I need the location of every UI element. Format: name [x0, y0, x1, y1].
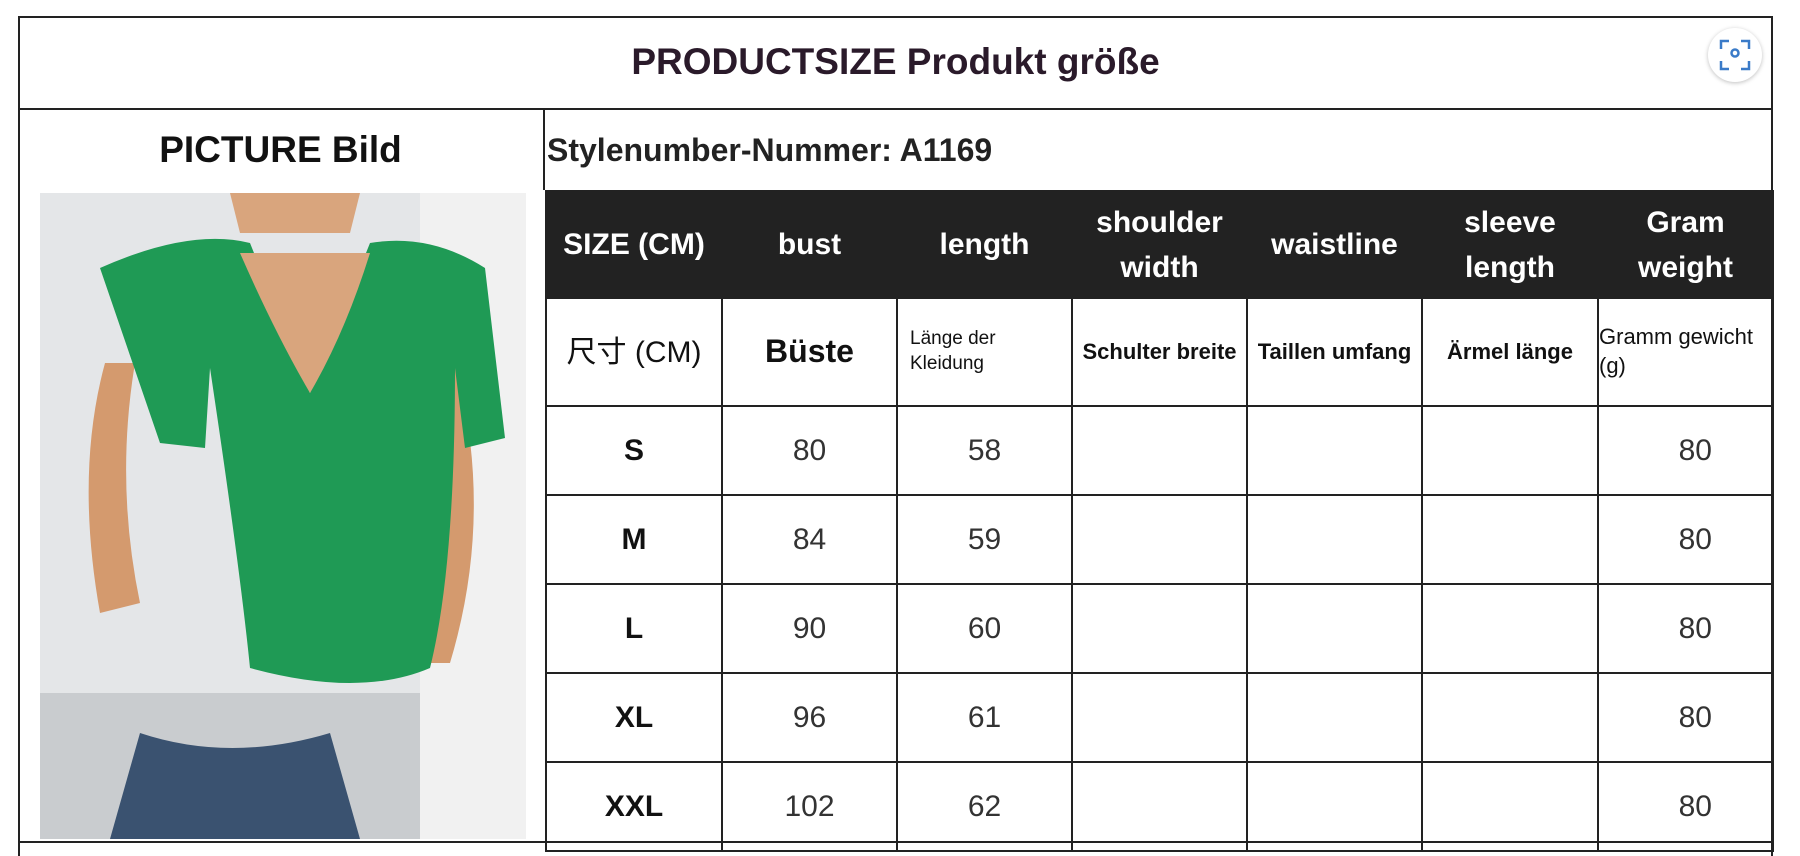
sub-bust: Büste — [721, 297, 898, 407]
subheader-row: 尺寸 (CM) Büste Länge der Kleidung Schulte… — [545, 297, 1774, 407]
cell-size: L — [545, 583, 723, 674]
scan-icon — [1719, 39, 1751, 71]
header-shoulder: shoulder width — [1071, 190, 1248, 299]
cell-length: 58 — [896, 405, 1073, 496]
sub-waist: Taillen umfang — [1246, 297, 1423, 407]
sub-size: 尺寸 (CM) — [545, 297, 723, 407]
sub-shoulder: Schulter breite — [1071, 297, 1248, 407]
cell-sleeve — [1421, 405, 1599, 496]
cell-size: XXL — [545, 761, 723, 852]
cell-sleeve — [1421, 494, 1599, 585]
header-size: SIZE (CM) — [545, 190, 723, 299]
header-bust: bust — [721, 190, 898, 299]
cell-waist — [1246, 583, 1423, 674]
bottom-divider — [18, 841, 1773, 843]
sub-sleeve: Ärmel länge — [1421, 297, 1599, 407]
cell-length: 61 — [896, 672, 1073, 763]
cell-sleeve — [1421, 583, 1599, 674]
cell-length: 62 — [896, 761, 1073, 852]
header-weight: Gram weight — [1597, 190, 1774, 299]
table-row: S 80 58 80 — [545, 405, 1774, 496]
cell-length: 60 — [896, 583, 1073, 674]
cell-bust: 80 — [721, 405, 898, 496]
sub-length: Länge der Kleidung — [896, 297, 1073, 407]
cell-length: 59 — [896, 494, 1073, 585]
cell-shoulder — [1071, 494, 1248, 585]
cell-shoulder — [1071, 583, 1248, 674]
sub-weight: Gramm gewicht (g) — [1597, 297, 1774, 407]
cell-bust: 96 — [721, 672, 898, 763]
cell-weight: 80 — [1597, 583, 1774, 674]
cell-waist — [1246, 494, 1423, 585]
cell-shoulder — [1071, 761, 1248, 852]
cell-weight: 80 — [1597, 761, 1774, 852]
page-title: PRODUCTSIZE Produkt größe — [18, 16, 1773, 110]
picture-label: PICTURE Bild — [18, 110, 545, 190]
header-sleeve: sleeve length — [1421, 190, 1599, 299]
cell-size: XL — [545, 672, 723, 763]
cell-sleeve — [1421, 761, 1599, 852]
cell-sleeve — [1421, 672, 1599, 763]
cell-waist — [1246, 761, 1423, 852]
scan-button[interactable] — [1708, 28, 1762, 82]
cell-shoulder — [1071, 405, 1248, 496]
cell-shoulder — [1071, 672, 1248, 763]
cell-bust: 102 — [721, 761, 898, 852]
cell-waist — [1246, 672, 1423, 763]
cell-size: M — [545, 494, 723, 585]
table-row: XL 96 61 80 — [545, 672, 1774, 763]
cell-bust: 90 — [721, 583, 898, 674]
style-number: Stylenumber-Nummer: A1169 — [547, 131, 993, 168]
cell-weight: 80 — [1597, 405, 1774, 496]
cell-bust: 84 — [721, 494, 898, 585]
table-row: L 90 60 80 — [545, 583, 1774, 674]
cell-weight: 80 — [1597, 494, 1774, 585]
header-row: SIZE (CM) bust length shoulder width wai… — [545, 190, 1774, 299]
table-row: M 84 59 80 — [545, 494, 1774, 585]
cell-weight: 80 — [1597, 672, 1774, 763]
header-waistline: waistline — [1246, 190, 1423, 299]
product-photo — [40, 193, 526, 839]
header-length: length — [896, 190, 1073, 299]
cell-waist — [1246, 405, 1423, 496]
table-row: XXL 102 62 80 — [545, 761, 1774, 852]
size-table: SIZE (CM) bust length shoulder width wai… — [545, 190, 1774, 852]
cell-size: S — [545, 405, 723, 496]
